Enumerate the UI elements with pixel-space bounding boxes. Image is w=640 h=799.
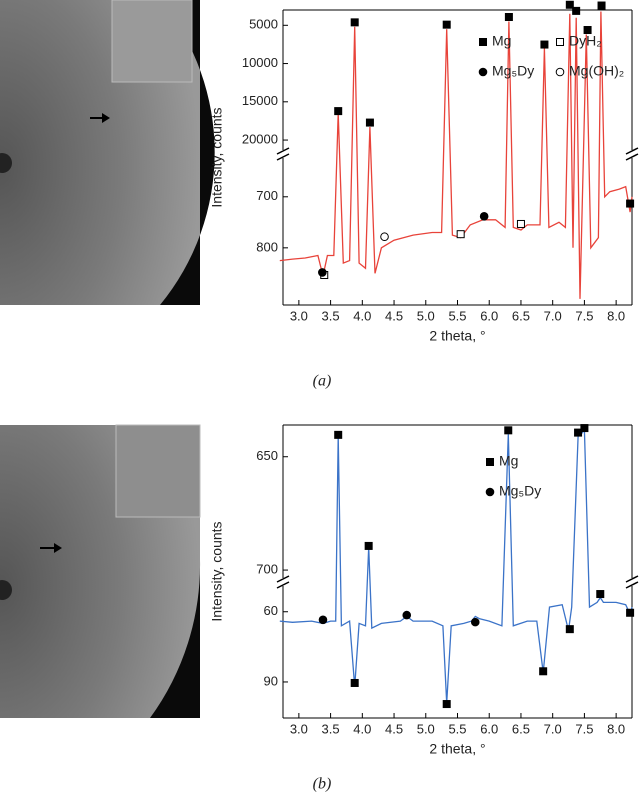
x-tick-label: 3.0 <box>290 721 308 736</box>
legend-label: Mg₅Dy <box>499 483 541 499</box>
axis-break <box>276 153 290 161</box>
x-tick-label: 3.5 <box>322 308 340 323</box>
x-axis-label: 2 theta, ° <box>429 328 485 344</box>
phase-marker <box>318 615 328 625</box>
x-tick-label: 8.0 <box>607 308 625 323</box>
phase-marker <box>626 608 635 617</box>
phase-marker <box>442 20 451 29</box>
phase-marker <box>583 26 592 35</box>
x-tick-label: 8.0 <box>607 721 625 736</box>
x-tick-label: 3.0 <box>290 308 308 323</box>
axis-break <box>625 581 639 589</box>
y-tick-label: 20000 <box>242 131 278 146</box>
phase-marker <box>504 13 513 22</box>
caption: (b) <box>313 776 332 793</box>
x-tick-label: 7.5 <box>575 308 593 323</box>
diffraction-image-a <box>0 0 215 305</box>
legend-symbol <box>486 458 494 466</box>
phase-marker <box>580 424 589 433</box>
axis-break <box>625 147 639 155</box>
y-tick-label: 650 <box>256 448 278 463</box>
legend-label: DyH₂ <box>569 33 602 49</box>
y-tick-label: 700 <box>256 188 278 203</box>
x-tick-label: 3.5 <box>322 721 340 736</box>
x-tick-label: 5.0 <box>417 308 435 323</box>
xrd-line <box>279 427 633 704</box>
caption: (a) <box>313 373 332 390</box>
phase-marker <box>504 426 513 435</box>
x-tick-label: 7.0 <box>544 308 562 323</box>
x-tick-label: 6.0 <box>480 721 498 736</box>
phase-marker <box>597 1 606 10</box>
x-tick-label: 6.0 <box>480 308 498 323</box>
x-tick-label: 7.5 <box>575 721 593 736</box>
phase-marker <box>540 40 549 49</box>
x-tick-label: 4.5 <box>385 721 403 736</box>
axis-break <box>276 581 290 589</box>
phase-marker <box>479 212 489 221</box>
axis-break <box>625 153 639 161</box>
diffraction-image-b <box>0 424 201 718</box>
x-tick-label: 4.5 <box>385 308 403 323</box>
legend-label: Mg <box>492 33 511 49</box>
legend-symbol <box>478 67 488 77</box>
x-tick-label: 4.0 <box>353 721 371 736</box>
legend-label: Mg <box>499 453 518 469</box>
phase-marker <box>402 610 412 620</box>
y-tick-label: 5000 <box>249 17 278 32</box>
phase-marker <box>565 0 574 9</box>
axis-break <box>276 575 290 583</box>
legend-symbol <box>556 38 564 46</box>
legend-label: Mg₅Dy <box>492 63 534 79</box>
legend-symbol <box>485 487 495 497</box>
x-axis-label: 2 theta, ° <box>429 741 485 757</box>
x-tick-label: 6.5 <box>512 308 530 323</box>
phase-marker <box>364 541 373 550</box>
phase-marker <box>380 232 389 242</box>
phase-marker <box>516 219 525 228</box>
xrd-line <box>279 11 633 299</box>
phase-marker <box>572 6 581 15</box>
y-axis-label: Intensity, counts <box>209 521 225 621</box>
phase-marker <box>318 268 327 277</box>
y-tick-label: 15000 <box>242 93 278 108</box>
y-tick-label: 700 <box>256 562 278 577</box>
y-tick-label: 10000 <box>242 55 278 70</box>
phase-marker <box>456 230 465 239</box>
legend-symbol <box>479 38 487 46</box>
phase-marker <box>334 107 343 116</box>
x-tick-label: 5.5 <box>448 721 466 736</box>
x-tick-label: 5.0 <box>417 721 435 736</box>
x-tick-label: 6.5 <box>512 721 530 736</box>
phase-marker <box>442 700 451 709</box>
phase-marker <box>350 678 359 687</box>
y-axis-label: Intensity, counts <box>209 107 225 207</box>
phase-marker <box>334 430 343 439</box>
y-tick-label: 60 <box>264 603 278 618</box>
phase-marker <box>626 199 635 208</box>
legend-symbol <box>555 67 565 77</box>
y-tick-label: 800 <box>256 239 278 254</box>
phase-marker <box>596 590 605 599</box>
phase-marker <box>350 18 359 27</box>
axis-break <box>625 575 639 583</box>
phase-marker <box>365 118 374 127</box>
legend-label: Mg(OH)₂ <box>569 63 624 79</box>
phase-marker <box>470 617 480 627</box>
phase-marker <box>574 428 583 437</box>
phase-marker <box>539 667 548 676</box>
x-tick-label: 5.5 <box>448 308 466 323</box>
x-tick-label: 7.0 <box>544 721 562 736</box>
x-tick-label: 4.0 <box>353 308 371 323</box>
axis-break <box>276 147 290 155</box>
y-tick-label: 90 <box>264 673 278 688</box>
phase-marker <box>565 625 574 634</box>
